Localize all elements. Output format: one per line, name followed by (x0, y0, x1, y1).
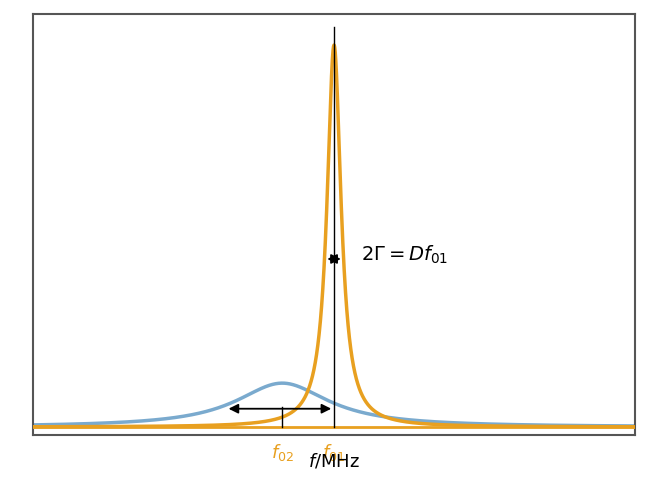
Text: $f$/MHz: $f$/MHz (308, 452, 360, 470)
Text: $f_{02}$: $f_{02}$ (271, 441, 294, 463)
Text: $2\Gamma = \mathit{D}f_{01}$: $2\Gamma = \mathit{D}f_{01}$ (360, 244, 448, 266)
Text: $f_{01}$: $f_{01}$ (322, 441, 346, 463)
